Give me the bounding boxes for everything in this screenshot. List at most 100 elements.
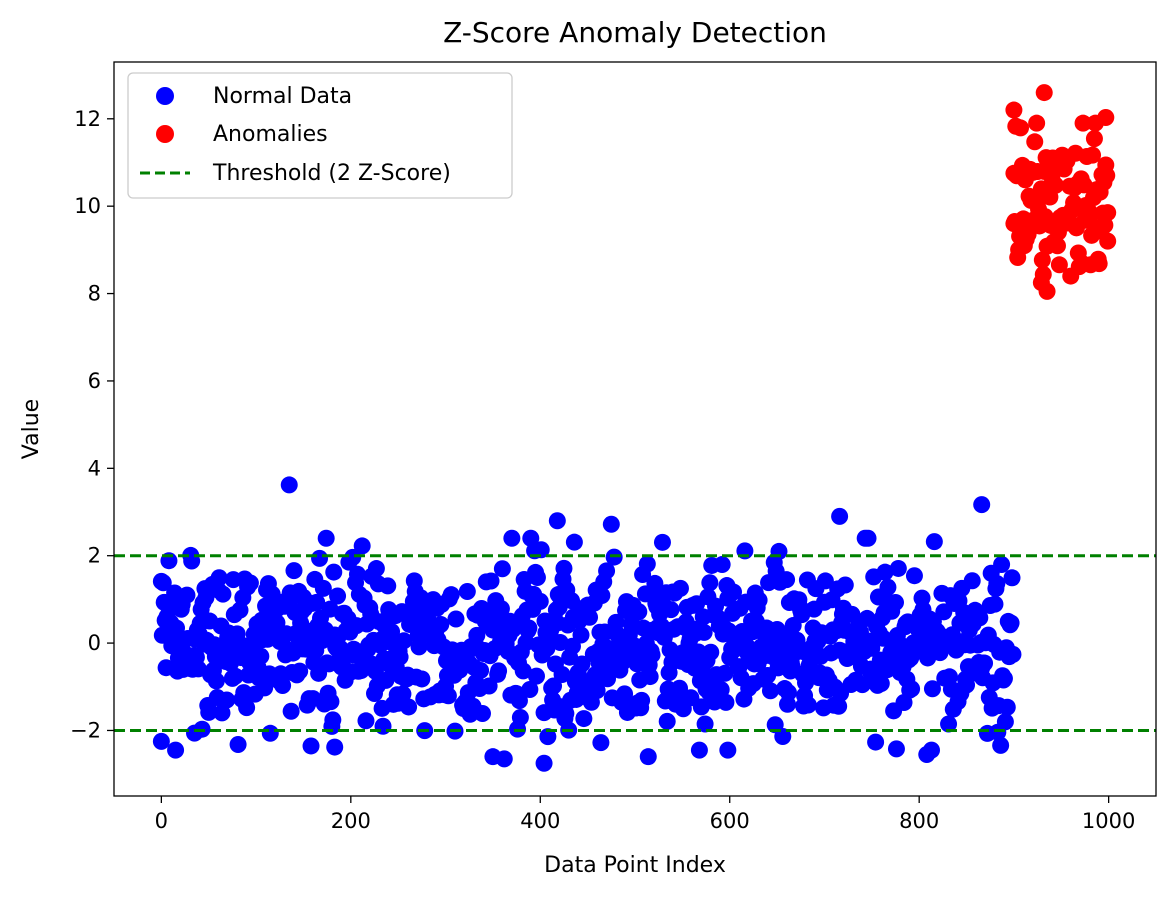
data-point <box>867 733 885 751</box>
data-point <box>565 533 583 551</box>
data-point <box>510 692 528 710</box>
data-point <box>252 647 270 665</box>
data-point <box>889 559 907 577</box>
data-point <box>599 670 617 688</box>
data-point <box>593 586 611 604</box>
data-point <box>324 711 342 729</box>
data-point <box>357 712 375 730</box>
data-point <box>1099 204 1117 222</box>
data-point <box>1099 232 1117 250</box>
data-point <box>903 680 921 698</box>
data-point <box>538 639 556 657</box>
data-point <box>662 601 680 619</box>
data-point <box>778 571 796 589</box>
x-tick-label: 800 <box>899 809 939 833</box>
data-point <box>725 583 743 601</box>
data-point <box>598 562 616 580</box>
data-point <box>658 712 676 730</box>
data-point <box>432 616 450 634</box>
data-point <box>717 693 735 711</box>
data-point <box>391 648 409 666</box>
data-point <box>394 685 412 703</box>
data-point <box>996 713 1014 731</box>
data-point <box>311 549 329 567</box>
data-point <box>553 666 571 684</box>
data-point <box>872 675 890 693</box>
series-normal-data <box>152 476 1022 772</box>
data-point <box>527 667 545 685</box>
data-point <box>439 687 457 705</box>
data-point <box>178 586 196 604</box>
data-point <box>511 708 529 726</box>
data-point <box>214 585 232 603</box>
data-point <box>490 662 508 680</box>
data-point <box>1005 101 1023 119</box>
data-point <box>322 693 340 711</box>
chart-title: Z-Score Anomaly Detection <box>443 16 827 49</box>
data-point <box>719 741 737 759</box>
data-point <box>280 476 298 494</box>
data-point <box>291 662 309 680</box>
data-point <box>532 541 550 559</box>
data-point <box>799 696 817 714</box>
data-point <box>940 715 958 733</box>
data-point <box>514 662 532 680</box>
data-point <box>213 704 231 722</box>
y-tick-label: 10 <box>74 194 101 218</box>
data-point <box>154 574 172 592</box>
data-point <box>1048 237 1066 255</box>
data-point <box>1098 167 1116 185</box>
data-point <box>308 593 326 611</box>
data-point <box>379 577 397 595</box>
data-point <box>302 737 320 755</box>
data-point <box>1005 215 1023 233</box>
data-point <box>573 655 591 673</box>
plot-area <box>114 84 1156 772</box>
data-point <box>400 698 418 716</box>
axis-ticks: 0 200 400 600 800 1000 −2 0 2 4 6 8 10 12 <box>70 107 1135 833</box>
data-point <box>816 572 834 590</box>
data-point <box>413 670 431 688</box>
data-point <box>876 563 894 581</box>
data-point <box>442 586 460 604</box>
data-point <box>395 632 413 650</box>
data-point <box>314 579 332 597</box>
data-point <box>859 529 877 547</box>
data-point <box>633 691 651 709</box>
data-point <box>643 646 661 664</box>
data-point <box>458 582 476 600</box>
data-point <box>1004 645 1022 663</box>
y-tick-label: −2 <box>70 718 101 742</box>
data-point <box>905 567 923 585</box>
data-point <box>1026 133 1044 151</box>
data-point <box>1012 119 1030 137</box>
y-tick-label: 0 <box>88 631 101 655</box>
data-point <box>831 507 849 525</box>
data-point <box>1074 114 1092 132</box>
data-point <box>1047 176 1065 194</box>
data-point <box>923 680 941 698</box>
data-point <box>325 563 343 581</box>
y-axis-label: Value <box>19 399 44 459</box>
data-point <box>638 555 656 573</box>
x-tick-label: 400 <box>520 809 560 833</box>
x-tick-label: 0 <box>155 809 168 833</box>
data-point <box>971 609 989 627</box>
data-point <box>468 626 486 644</box>
data-point <box>268 614 286 632</box>
data-point <box>958 676 976 694</box>
data-point <box>531 592 549 610</box>
data-point <box>1028 114 1046 132</box>
data-point <box>197 589 215 607</box>
data-point <box>572 626 590 644</box>
data-point <box>995 669 1013 687</box>
data-point <box>218 691 236 709</box>
data-point <box>761 682 779 700</box>
data-point <box>329 587 347 605</box>
data-point <box>692 698 710 716</box>
data-point <box>696 715 714 733</box>
data-point <box>1097 108 1115 126</box>
data-points <box>152 84 1117 772</box>
data-point <box>285 562 303 580</box>
